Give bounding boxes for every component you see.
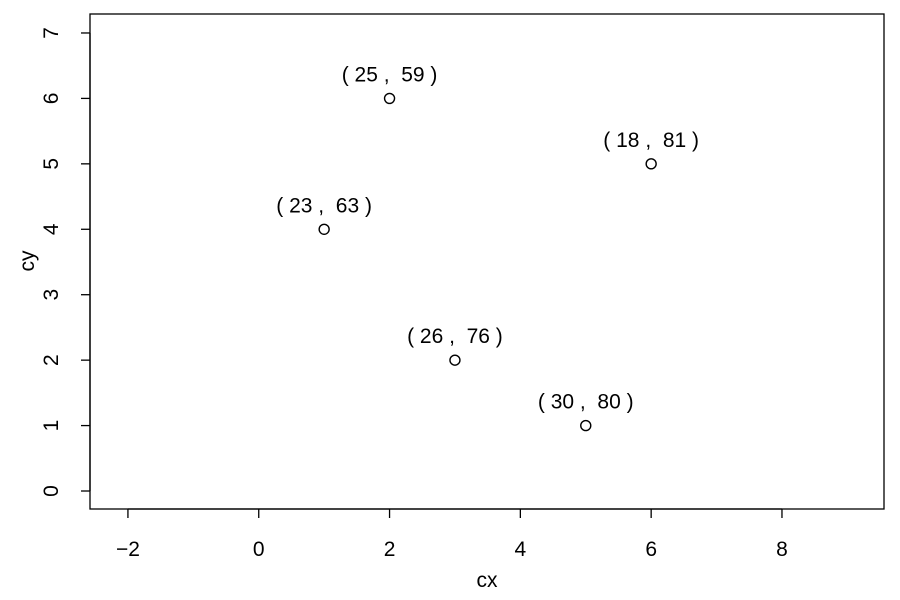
y-tick-label: 3: [40, 289, 63, 301]
y-tick-label: 0: [40, 485, 63, 497]
y-tick-label: 1: [40, 420, 63, 432]
point: [383, 92, 396, 105]
point-label: ( 25 , 59 ): [342, 63, 438, 86]
point-label: ( 30 , 80 ): [538, 391, 634, 414]
point: [318, 223, 330, 235]
x-tick-label: 6: [645, 538, 657, 561]
point-label: ( 18 , 81 ): [603, 129, 699, 152]
point: [580, 419, 592, 432]
y-tick-label: 5: [40, 158, 63, 170]
y-tick-label: 6: [40, 93, 63, 105]
y-tick-label: 2: [40, 354, 63, 366]
x-axis-label: cx: [477, 569, 499, 592]
x-tick-label: −2: [116, 538, 140, 561]
x-tick-label: 0: [253, 538, 265, 561]
y-tick-label: 7: [40, 27, 63, 39]
y-axis-label: cy: [16, 250, 39, 272]
x-tick-label: 4: [515, 538, 527, 561]
point: [645, 158, 657, 170]
point: [449, 354, 461, 366]
x-tick-label: 2: [384, 538, 396, 561]
y-tick-label: 4: [40, 223, 63, 235]
x-tick-label: 8: [776, 538, 788, 561]
point-label: ( 26 , 76 ): [407, 325, 503, 348]
plot-frame: [89, 13, 885, 510]
point-label: ( 23 , 63 ): [276, 194, 372, 217]
